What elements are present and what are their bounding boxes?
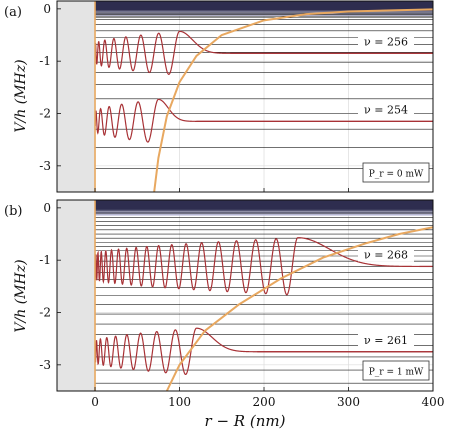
state-label-bg-b-0 <box>358 247 414 262</box>
wavefunction-b-0 <box>94 237 433 296</box>
panel-b: (b) ν = 268 ν = 261 0 -1 -2 -3 0 100 200 300 400 P… <box>4 199 445 409</box>
panel-a-power-label: P_r = 0 mW <box>369 170 424 180</box>
y-tick-label-b-3: -3 <box>39 358 51 372</box>
state-label-bg-b-1 <box>358 332 414 347</box>
y-axis-label-a: V/h (MHz) <box>13 59 29 132</box>
y-tick-label-b-0: 0 <box>43 201 51 215</box>
panel-b-frame <box>56 199 434 392</box>
panel-a-label: (a) <box>4 5 22 20</box>
panel-a: (a) ν = 256 ν = 254 0 -1 -2 -3 P_r = 0 mW <box>4 0 434 193</box>
state-label-a-0: ν = 256 <box>364 35 408 48</box>
y-tick-label-a-1: -1 <box>39 54 51 68</box>
y-tick-label-a-2: -2 <box>39 107 51 121</box>
y-tick-label-a-0: 0 <box>43 2 51 16</box>
panel-b-power-box: P_r = 1 mW <box>362 360 430 381</box>
continuum-band-b <box>95 200 433 210</box>
state-label-a-1: ν = 254 <box>364 103 408 116</box>
panel-b-power-label: P_r = 1 mW <box>369 368 424 378</box>
potential-curve-a <box>153 8 433 192</box>
potential-curve-b <box>165 226 433 391</box>
x-tick-label-0: 0 <box>91 395 99 409</box>
wall-region-b <box>57 200 96 391</box>
panel-a-background <box>57 1 433 192</box>
y-tick-label-a-3: -3 <box>39 159 51 173</box>
x-axis-label: r − R (nm) <box>205 412 286 430</box>
wall-region-a <box>57 1 96 192</box>
panel-b-label: (b) <box>4 204 22 219</box>
y-tick-label-b-1: -1 <box>39 253 51 267</box>
panel-a-frame <box>56 0 434 193</box>
state-label-bg-a-1 <box>358 102 414 117</box>
x-tick-label-4: 400 <box>422 395 445 409</box>
x-tick-label-2: 200 <box>253 395 276 409</box>
continuum-band-a <box>95 1 433 11</box>
y-axis-label-b: V/h (MHz) <box>13 259 29 332</box>
x-tick-label-1: 100 <box>168 395 191 409</box>
state-label-bg-a-0 <box>358 34 414 49</box>
x-tick-label-3: 300 <box>337 395 360 409</box>
panel-a-power-box: P_r = 0 mW <box>362 162 430 183</box>
state-label-b-0: ν = 268 <box>364 248 408 261</box>
y-tick-label-b-2: -2 <box>39 306 51 320</box>
state-label-b-1: ν = 261 <box>364 334 408 347</box>
